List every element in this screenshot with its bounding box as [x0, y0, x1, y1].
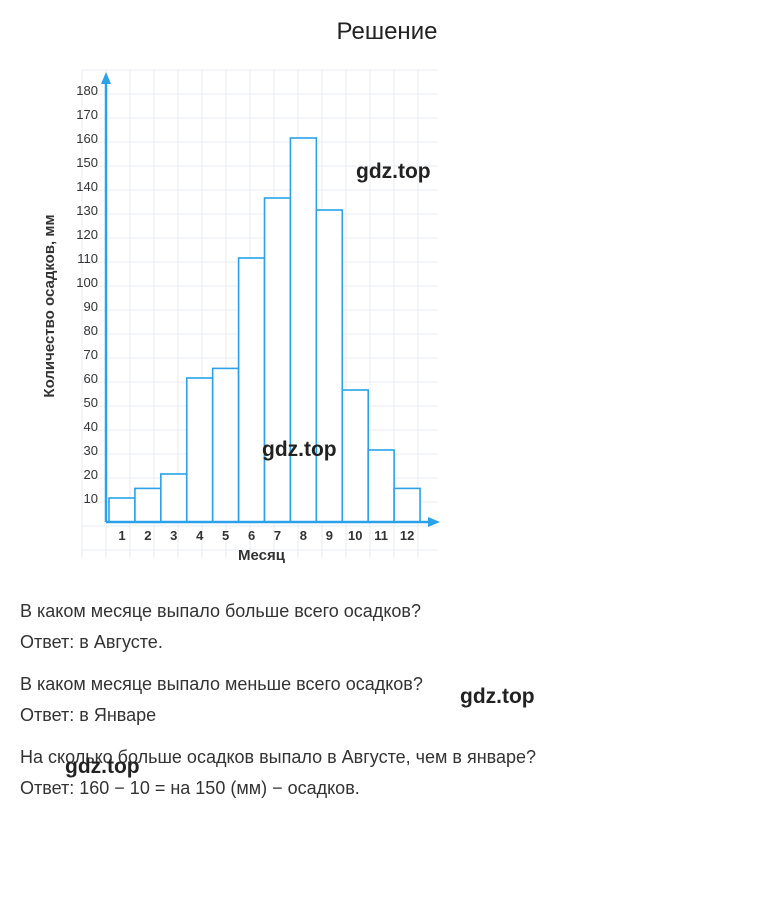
- svg-text:180: 180: [76, 83, 98, 98]
- answer-value: в Январе: [79, 705, 156, 725]
- svg-text:40: 40: [84, 419, 98, 434]
- svg-text:5: 5: [222, 528, 229, 543]
- svg-text:170: 170: [76, 107, 98, 122]
- svg-text:150: 150: [76, 155, 98, 170]
- svg-text:130: 130: [76, 203, 98, 218]
- svg-text:20: 20: [84, 467, 98, 482]
- answer-label: Ответ:: [20, 705, 79, 725]
- question-text: В каком месяце выпало больше всего осадк…: [20, 598, 754, 624]
- svg-text:4: 4: [196, 528, 204, 543]
- page: Решение 10203040506070809010011012013014…: [0, 0, 774, 847]
- svg-text:90: 90: [84, 299, 98, 314]
- question-text: На сколько больше осадков выпало в Авгус…: [20, 744, 754, 770]
- page-title: Решение: [20, 18, 754, 46]
- svg-text:Месяц: Месяц: [238, 547, 286, 564]
- answer-text: Ответ: в Августе.: [20, 632, 754, 653]
- qa-item: В каком месяце выпало больше всего осадк…: [20, 598, 754, 653]
- svg-text:gdz.top: gdz.top: [356, 160, 431, 183]
- svg-text:12: 12: [400, 528, 414, 543]
- answer-value: в Августе.: [79, 632, 163, 652]
- svg-text:Количество осадков, мм: Количество осадков, мм: [41, 214, 58, 397]
- qa-block: В каком месяце выпало больше всего осадк…: [20, 598, 754, 799]
- svg-text:9: 9: [326, 528, 333, 543]
- answer-text: Ответ: 160 − 10 = на 150 (мм) − осадков.: [20, 778, 754, 799]
- svg-text:10: 10: [348, 528, 362, 543]
- svg-text:8: 8: [300, 528, 307, 543]
- answer-text: Ответ: в Январе: [20, 705, 754, 726]
- question-text: В каком месяце выпало меньше всего осадк…: [20, 671, 754, 697]
- qa-item: В каком месяце выпало меньше всего осадк…: [20, 671, 754, 726]
- svg-text:100: 100: [76, 275, 98, 290]
- qa-item: На сколько больше осадков выпало в Авгус…: [20, 744, 754, 799]
- svg-text:60: 60: [84, 371, 98, 386]
- bar-chart: 1020304050607080901001101201301401501601…: [26, 64, 446, 584]
- svg-text:30: 30: [84, 443, 98, 458]
- svg-text:11: 11: [374, 528, 388, 543]
- svg-text:160: 160: [76, 131, 98, 146]
- svg-text:gdz.top: gdz.top: [262, 438, 337, 461]
- svg-text:7: 7: [274, 528, 281, 543]
- svg-text:10: 10: [84, 491, 98, 506]
- svg-text:6: 6: [248, 528, 255, 543]
- answer-value: 160 − 10 = на 150 (мм) − осадков.: [79, 778, 360, 798]
- svg-text:120: 120: [76, 227, 98, 242]
- svg-text:1: 1: [118, 528, 125, 543]
- answer-label: Ответ:: [20, 778, 79, 798]
- svg-text:3: 3: [170, 528, 177, 543]
- svg-text:70: 70: [84, 347, 98, 362]
- svg-text:110: 110: [77, 251, 98, 266]
- svg-text:2: 2: [144, 528, 151, 543]
- svg-text:50: 50: [84, 395, 98, 410]
- answer-label: Ответ:: [20, 632, 79, 652]
- svg-text:140: 140: [76, 179, 98, 194]
- svg-text:80: 80: [84, 323, 98, 338]
- chart-container: 1020304050607080901001101201301401501601…: [26, 64, 446, 584]
